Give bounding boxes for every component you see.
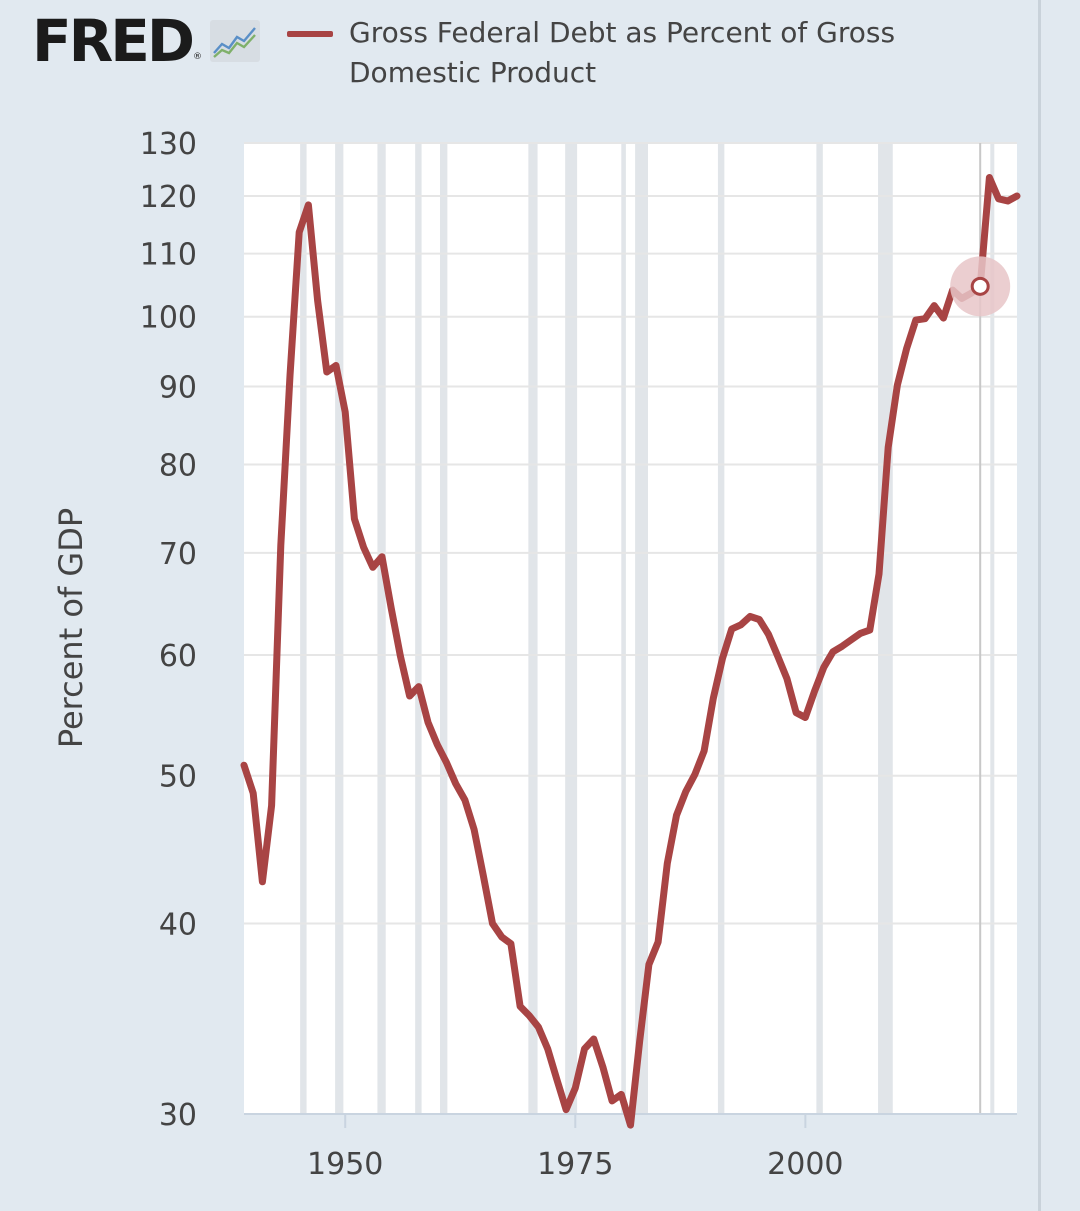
y-tick-label: 110 (140, 238, 197, 273)
y-tick-label: 80 (159, 449, 197, 484)
plot-area (244, 143, 1017, 1114)
series-line (240, 174, 1021, 1129)
fred-logo[interactable]: FRED (32, 7, 195, 75)
line-chart-icon[interactable] (210, 20, 260, 62)
recession-band (878, 143, 893, 1114)
y-tick-label: 130 (140, 127, 197, 162)
legend-label[interactable]: Gross Federal Debt as Percent of Gross D… (349, 16, 896, 89)
recession-band (300, 143, 307, 1114)
y-tick-label: 40 (159, 907, 197, 942)
legend-swatch (287, 31, 333, 37)
y-axis-label: Percent of GDP (52, 508, 90, 748)
recession-band (621, 143, 626, 1114)
y-tick-label: 50 (159, 760, 197, 795)
y-tick-label: 100 (140, 301, 197, 336)
panel-edge (1038, 0, 1041, 1211)
highlight-point (970, 276, 990, 296)
x-tick-label: 1950 (307, 1147, 383, 1182)
x-tick-label: 2000 (767, 1147, 843, 1182)
recession-band (377, 143, 386, 1114)
registered-mark: ® (193, 52, 202, 62)
y-tick-label: 60 (159, 639, 197, 674)
recession-band (528, 143, 538, 1114)
y-tick-label: 120 (140, 180, 197, 215)
x-tick-label: 1975 (537, 1147, 613, 1182)
recession-band (440, 143, 448, 1114)
line-chart: 30 40 50 60 70 80 90 100 110 120 130 1950 1975 2000 Pe… (52, 127, 1021, 1182)
chart-header: FRED ® Gross Federal Debt as Percent of … (0, 0, 1038, 110)
recession-band (717, 143, 725, 1114)
recession-band (816, 143, 823, 1114)
recession-band (415, 143, 422, 1114)
recession-band (565, 143, 578, 1114)
y-tick-label: 90 (159, 371, 197, 406)
y-tick-label: 30 (159, 1098, 197, 1133)
recession-band (335, 143, 344, 1114)
y-tick-label: 70 (159, 537, 197, 572)
recession-band (990, 143, 995, 1114)
